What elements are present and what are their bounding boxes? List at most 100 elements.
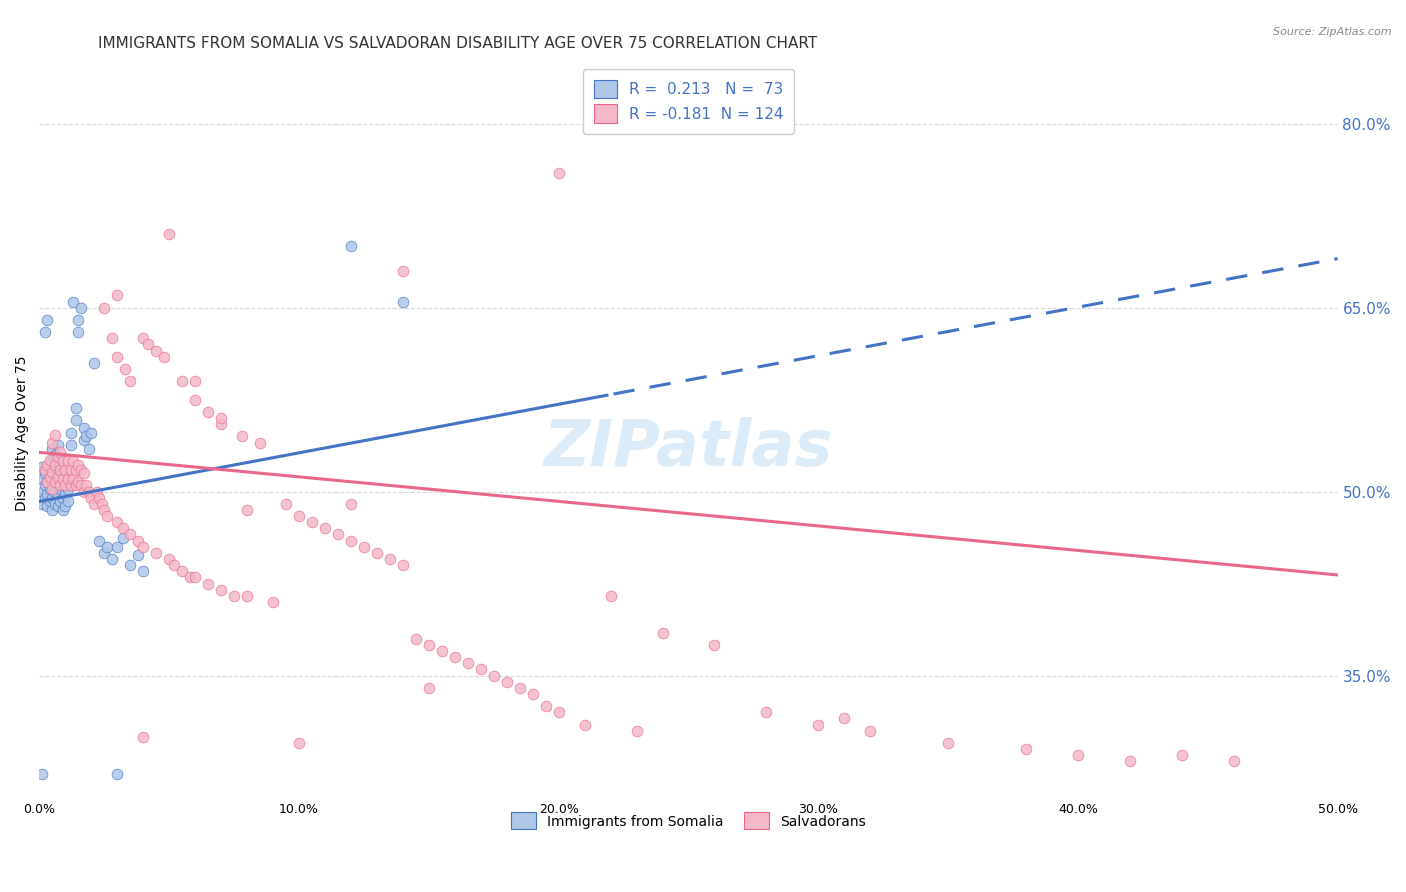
Point [37,487,59,501]
Point [430,644,453,658]
Point [56,454,79,468]
Point [209,582,232,597]
Point [70,462,93,476]
Point [172,564,194,578]
Point [31,497,53,511]
Point [38,452,60,467]
Point [834,711,856,725]
Point [101,552,124,566]
Point [72,466,94,480]
Point [44,472,66,486]
Point [111,531,134,545]
Point [34,466,56,480]
Point [138,337,160,351]
Point [38,482,60,496]
Y-axis label: Disability Age Over 75: Disability Age Over 75 [15,356,30,511]
Point [34,325,56,339]
Point [184,570,207,584]
Point [52,503,75,517]
Point [37,458,59,472]
Point [80,425,103,440]
Point [49,462,72,476]
Point [44,497,66,511]
Point [392,294,415,309]
Point [936,736,959,750]
Point [72,421,94,435]
Point [197,576,219,591]
Legend: Immigrants from Somalia, Salvadorans: Immigrants from Somalia, Salvadorans [505,807,872,835]
Point [62,294,84,309]
Point [56,494,79,508]
Point [145,546,167,560]
Point [46,438,69,452]
Point [444,650,467,665]
Point [132,730,155,744]
Point [145,343,167,358]
Point [378,552,401,566]
Point [209,417,232,431]
Point [392,558,415,573]
Point [534,699,557,714]
Point [80,491,103,505]
Point [547,166,569,180]
Point [52,472,75,486]
Point [93,301,115,315]
Point [59,438,82,452]
Point [599,589,621,603]
Point [111,521,134,535]
Point [41,491,63,505]
Point [49,470,72,484]
Point [184,374,207,388]
Point [89,491,111,505]
Point [46,462,69,476]
Point [41,435,63,450]
Point [120,558,142,573]
Point [46,500,69,514]
Point [38,470,60,484]
Point [105,350,128,364]
Point [197,405,219,419]
Point [93,546,115,560]
Point [224,589,246,603]
Point [105,540,128,554]
Point [70,301,93,315]
Point [96,509,118,524]
Point [41,466,63,480]
Point [41,478,63,492]
Point [31,484,53,499]
Point [101,331,124,345]
Point [120,374,142,388]
Point [41,465,63,479]
Point [90,497,112,511]
Point [755,706,778,720]
Point [31,472,53,486]
Point [522,687,544,701]
Point [72,484,94,499]
Point [470,662,492,676]
Point [49,482,72,496]
Point [392,264,415,278]
Point [509,681,531,695]
Point [59,478,82,492]
Point [59,425,82,440]
Text: ZIPatlas: ZIPatlas [544,417,834,479]
Point [56,482,79,496]
Point [34,462,56,476]
Point [105,766,128,780]
Point [77,484,100,499]
Point [46,487,69,501]
Point [314,521,336,535]
Point [262,595,284,609]
Point [127,549,149,563]
Point [457,657,479,671]
Point [105,288,128,302]
Point [184,392,207,407]
Point [172,374,194,388]
Point [52,478,75,492]
Point [52,466,75,480]
Point [83,356,105,370]
Point [67,325,90,339]
Point [626,723,648,738]
Point [41,454,63,468]
Point [59,462,82,476]
